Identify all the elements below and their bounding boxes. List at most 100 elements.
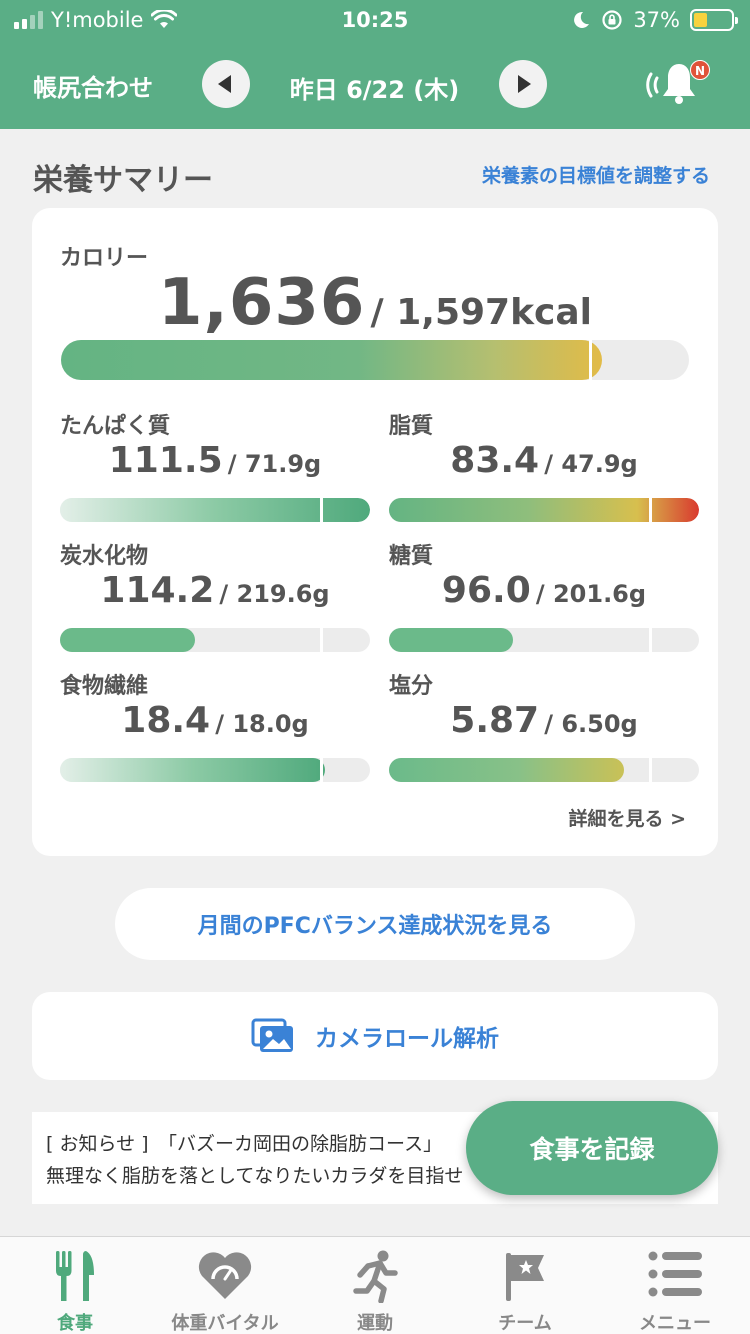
app-header: Y!mobile 10:25 37% 帳尻合わせ 昨日 6/22 (木) [0, 0, 750, 129]
tab-bar: 食事 体重バイタル 運動 チーム [0, 1236, 750, 1334]
nutrient-goal-marker [320, 498, 323, 522]
nutrient-values: 111.5 / 71.9g [60, 440, 370, 481]
calorie-value: 1,636 [158, 266, 366, 340]
notification-badge: N [690, 60, 710, 80]
tab-weight-vital-label: 体重バイタル [171, 1313, 279, 1334]
nutrient-3: 糖質 96.0 / 201.6g [389, 538, 699, 658]
nutrient-progress-fill [389, 498, 699, 522]
moon-icon [574, 11, 590, 28]
rotation-lock-icon [602, 10, 622, 30]
nutrient-values: 18.4 / 18.0g [60, 700, 370, 741]
calorie-label: カロリー [60, 246, 149, 271]
nutrient-values: 83.4 / 47.9g [389, 440, 699, 481]
nutrition-summary-card: カロリー 1,636 / 1,597kcal たんぱく質 111.5 / 71.9… [32, 208, 718, 856]
nutrient-values: 96.0 / 201.6g [389, 570, 699, 611]
nutrient-goal-marker [649, 628, 652, 652]
tab-exercise[interactable]: 運動 [300, 1237, 450, 1334]
nutrient-label: 塩分 [389, 674, 434, 699]
calorie-progress-bar [61, 340, 689, 380]
nutrient-value: 114.2 [100, 570, 215, 611]
fork-knife-icon [56, 1251, 94, 1301]
adjust-targets-link[interactable]: 栄養素の目標値を調整する [481, 165, 710, 187]
tab-meal[interactable]: 食事 [0, 1237, 150, 1334]
nutrient-value: 83.4 [450, 440, 540, 481]
nutrient-progress-fill [60, 628, 195, 652]
tab-menu-label: メニュー [639, 1313, 711, 1334]
nutrient-values: 114.2 / 219.6g [60, 570, 370, 611]
nutrient-target: / 6.50g [544, 710, 638, 738]
next-day-button[interactable] [499, 60, 547, 108]
current-date: 昨日 6/22 (木) [289, 76, 460, 104]
heart-scale-icon [198, 1252, 252, 1299]
tab-team[interactable]: チーム [450, 1237, 600, 1334]
nutrient-target: / 71.9g [227, 450, 322, 478]
nutrient-goal-marker [320, 628, 323, 652]
nutrient-1: 脂質 83.4 / 47.9g [389, 408, 699, 528]
nutrient-goal-marker [649, 758, 652, 782]
nutrient-progress-bar [389, 758, 699, 782]
tab-team-label: チーム [498, 1313, 552, 1334]
nutrient-4: 食物繊維 18.4 / 18.0g [60, 668, 370, 788]
nutrient-target: / 47.9g [544, 450, 638, 478]
battery-percent: 37% [633, 8, 680, 32]
pfc-balance-button[interactable]: 月間のPFCバランス達成状況を見る [115, 888, 635, 960]
chevron-left-icon [218, 75, 231, 93]
nutrient-label: 脂質 [389, 414, 434, 439]
nutrient-progress-fill [389, 628, 513, 652]
tab-menu[interactable]: メニュー [600, 1237, 750, 1334]
wifi-icon [151, 10, 178, 28]
nutrient-value: 111.5 [108, 440, 223, 481]
section-title: 栄養サマリー [33, 163, 213, 198]
chevron-right-icon [518, 75, 531, 93]
calorie-progress-fill [61, 340, 602, 380]
nutrient-5: 塩分 5.87 / 6.50g [389, 668, 699, 788]
nutrient-value: 5.87 [450, 700, 540, 741]
runner-icon [353, 1250, 398, 1303]
nutrient-goal-marker [649, 498, 652, 522]
nutrient-target: / 201.6g [535, 580, 647, 608]
nutrient-progress-bar [389, 498, 699, 522]
nutrient-2: 炭水化物 114.2 / 219.6g [60, 538, 370, 658]
nutrient-progress-bar [389, 628, 699, 652]
nutrient-values: 5.87 / 6.50g [389, 700, 699, 741]
tab-weight-vital[interactable]: 体重バイタル [150, 1237, 300, 1334]
battery-icon [690, 9, 738, 31]
nutrient-progress-fill [60, 758, 325, 782]
clock: 10:25 [341, 8, 409, 32]
flag-icon [506, 1253, 544, 1301]
nutrient-goal-marker [320, 758, 323, 782]
tab-exercise-label: 運動 [357, 1313, 393, 1334]
calorie-values: 1,636 / 1,597kcal [32, 266, 718, 340]
page-title: 帳尻合わせ [33, 74, 153, 102]
record-meal-button[interactable]: 食事を記録 [466, 1101, 718, 1195]
nutrient-progress-bar [60, 758, 370, 782]
status-bar: Y!mobile 10:25 37% [0, 0, 750, 42]
nutrient-progress-bar [60, 628, 370, 652]
nutrient-0: たんぱく質 111.5 / 71.9g [60, 408, 370, 528]
nutrient-target: / 219.6g [219, 580, 330, 608]
camera-roll-label: カメラロール解析 [315, 1026, 499, 1052]
nutrient-progress-fill [60, 498, 370, 522]
menu-list-icon [648, 1251, 702, 1297]
calorie-goal-marker [589, 340, 592, 380]
nutrient-value: 96.0 [441, 570, 531, 611]
bell-icon[interactable] [644, 58, 714, 114]
signal-icon [14, 11, 43, 29]
nutrient-label: 炭水化物 [60, 544, 149, 569]
nutrient-progress-fill [389, 758, 624, 782]
camera-roll-analysis-button[interactable]: カメラロール解析 [32, 992, 718, 1080]
nutrient-label: たんぱく質 [60, 414, 171, 439]
previous-day-button[interactable] [202, 60, 250, 108]
carrier-label: Y!mobile [51, 8, 144, 32]
tab-meal-label: 食事 [57, 1313, 93, 1334]
notice-line-1: [ お知らせ ] 「バズーカ岡田の除脂肪コース」 [46, 1133, 443, 1155]
details-link[interactable]: 詳細を見る > [568, 808, 686, 830]
calorie-target: / 1,597kcal [370, 292, 592, 333]
nutrient-target: / 18.0g [215, 710, 309, 738]
nutrient-label: 糖質 [389, 544, 434, 569]
nutrient-progress-bar [60, 498, 370, 522]
nutrient-value: 18.4 [121, 700, 211, 741]
photo-gallery-icon [251, 1018, 293, 1052]
notice-line-2: 無理なく脂肪を落としてなりたいカラダを目指せ [46, 1165, 464, 1187]
nutrient-label: 食物繊維 [60, 674, 149, 699]
